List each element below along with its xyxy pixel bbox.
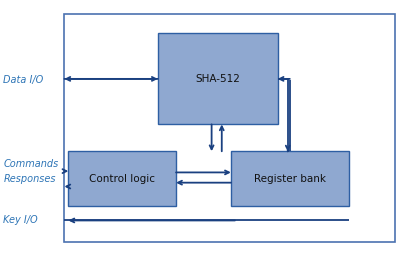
FancyBboxPatch shape [158,33,278,124]
Text: Responses: Responses [3,175,56,184]
FancyBboxPatch shape [231,151,349,206]
Text: Control logic: Control logic [89,174,155,184]
Text: SHA-512: SHA-512 [195,74,240,84]
FancyBboxPatch shape [68,151,176,206]
Text: Key I/O: Key I/O [3,215,38,225]
Text: Commands: Commands [3,159,58,169]
Text: Data I/O: Data I/O [3,75,44,84]
Text: Register bank: Register bank [254,174,326,184]
